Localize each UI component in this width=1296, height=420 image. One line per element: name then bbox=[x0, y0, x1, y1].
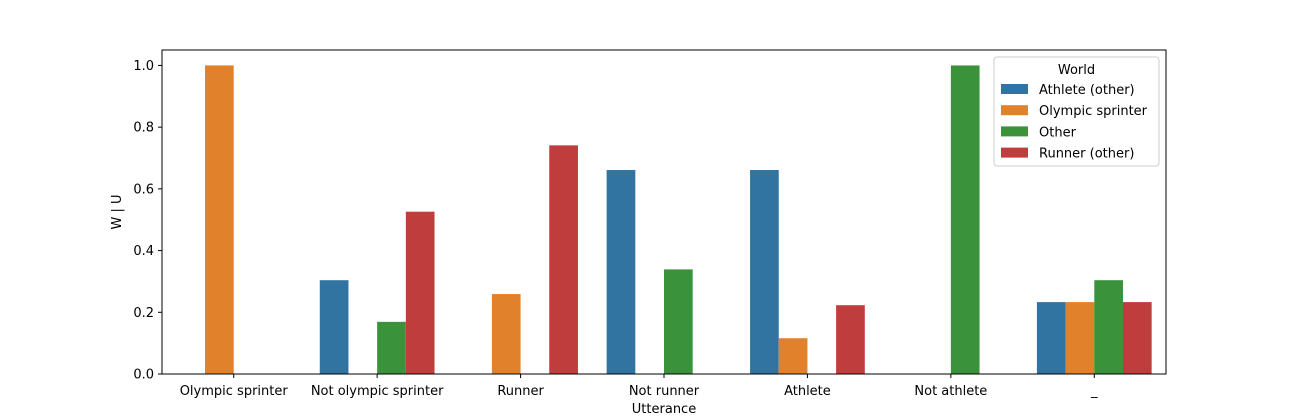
legend-swatch bbox=[1001, 105, 1028, 116]
bar bbox=[1094, 280, 1123, 374]
bar bbox=[664, 269, 693, 374]
bar bbox=[549, 145, 578, 374]
bar bbox=[778, 338, 808, 374]
legend-swatch bbox=[1001, 84, 1028, 94]
bar bbox=[1122, 302, 1152, 374]
legend-box bbox=[993, 56, 1160, 167]
legend-swatch bbox=[1001, 147, 1028, 158]
bar bbox=[405, 211, 435, 374]
legend-swatch bbox=[1001, 126, 1028, 137]
y-tick-label: 0.0 bbox=[133, 368, 154, 383]
legend-label: Runner (other) bbox=[1039, 147, 1134, 162]
bars bbox=[205, 65, 1152, 375]
x-tick-label: Athlete bbox=[784, 384, 831, 399]
x-axis: Olympic sprinter Not olympic sprinter Runn… bbox=[180, 374, 1098, 399]
x-tick-label: _ bbox=[1090, 384, 1098, 399]
y-axis-label: W | U bbox=[110, 194, 125, 229]
x-axis-label: Utterance bbox=[632, 402, 696, 417]
y-tick-label: 0.2 bbox=[133, 306, 154, 321]
y-tick-label: 0.8 bbox=[133, 121, 154, 136]
x-tick-label: Not olympic sprinter bbox=[311, 384, 444, 399]
bar bbox=[491, 294, 521, 374]
legend: World Athlete (other) Olympic sprinter Othe… bbox=[993, 56, 1160, 167]
x-tick-label: Runner bbox=[497, 384, 544, 399]
bar bbox=[205, 65, 234, 375]
bar bbox=[1065, 302, 1095, 374]
x-tick-label: Olympic sprinter bbox=[180, 384, 289, 399]
bar bbox=[950, 65, 980, 375]
bar bbox=[319, 280, 349, 374]
bar bbox=[606, 170, 636, 374]
legend-label: Olympic sprinter bbox=[1039, 104, 1148, 119]
bar bbox=[750, 170, 779, 374]
x-tick-label: Not runner bbox=[629, 384, 700, 399]
bar bbox=[377, 321, 406, 374]
bar bbox=[1036, 302, 1066, 374]
legend-title: World bbox=[1058, 63, 1095, 78]
y-tick-label: 0.4 bbox=[133, 244, 154, 259]
bar bbox=[836, 305, 865, 374]
x-tick-label: Not athlete bbox=[914, 384, 987, 399]
y-tick-label: 1.0 bbox=[133, 59, 154, 74]
y-axis: 0.0 0.2 0.4 0.6 0.8 1.0 bbox=[133, 59, 162, 383]
y-tick-label: 0.6 bbox=[133, 182, 154, 197]
legend-label: Other bbox=[1039, 125, 1077, 140]
legend-label: Athlete (other) bbox=[1039, 83, 1135, 98]
